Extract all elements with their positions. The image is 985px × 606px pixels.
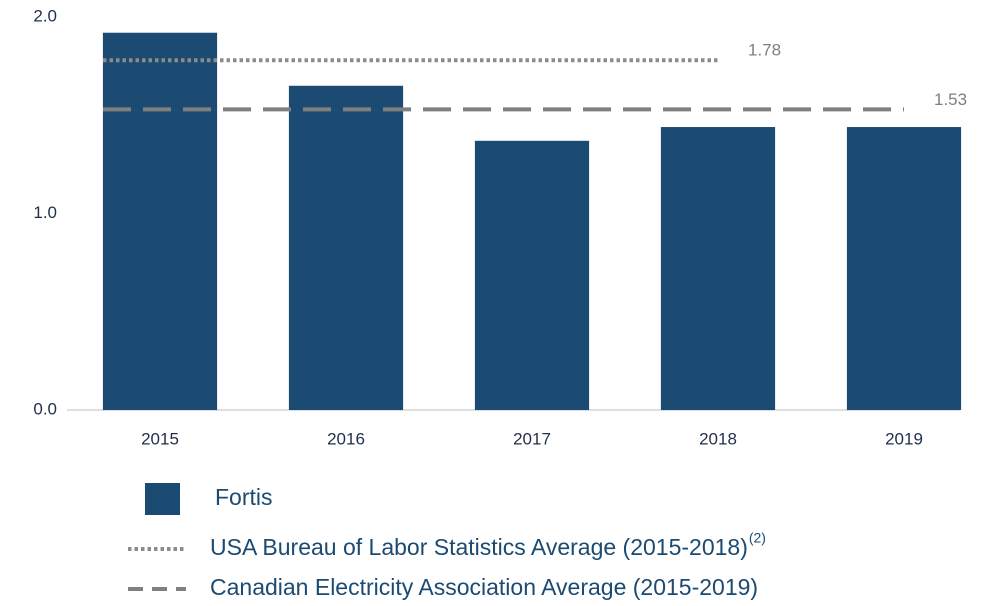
x-tick-label: 2017 <box>513 429 551 448</box>
legend-label: USA Bureau of Labor Statistics Average (… <box>210 534 748 560</box>
x-tick-label: 2019 <box>885 429 923 448</box>
bar <box>846 127 962 410</box>
bar <box>474 140 590 411</box>
x-tick-label: 2018 <box>699 429 737 448</box>
legend-label: Canadian Electricity Association Average… <box>210 574 758 600</box>
y-tick-label: 1.0 <box>33 203 57 222</box>
value-label: 1.53 <box>934 90 967 109</box>
bar <box>660 127 776 410</box>
x-tick-label: 2015 <box>141 429 179 448</box>
x-tick-label: 2016 <box>327 429 365 448</box>
bar <box>102 32 218 410</box>
legend-label: Fortis <box>215 484 273 510</box>
legend-swatch <box>145 483 180 515</box>
y-tick-label: 2.0 <box>33 6 57 25</box>
y-tick-label: 0.0 <box>33 399 57 418</box>
value-label: 1.78 <box>748 41 781 60</box>
legend-note: (2) <box>749 530 766 546</box>
bar <box>288 85 404 411</box>
